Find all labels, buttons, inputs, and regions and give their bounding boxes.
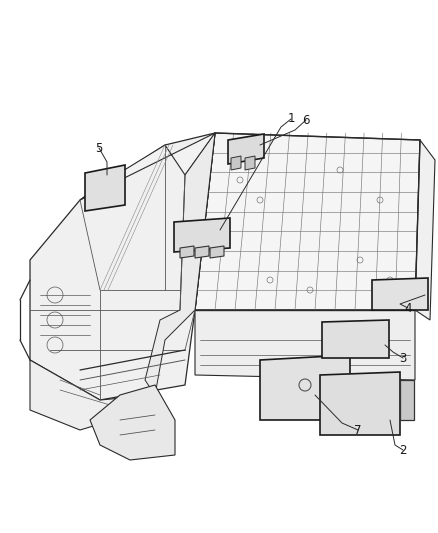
Text: 5: 5 <box>95 141 102 155</box>
Polygon shape <box>145 133 215 395</box>
Polygon shape <box>195 133 420 310</box>
Text: 4: 4 <box>404 302 412 314</box>
Polygon shape <box>210 246 224 258</box>
Polygon shape <box>400 380 414 420</box>
Polygon shape <box>174 218 230 252</box>
Polygon shape <box>195 246 209 258</box>
Text: 6: 6 <box>302 114 310 126</box>
Polygon shape <box>260 355 350 420</box>
Polygon shape <box>180 246 194 258</box>
Polygon shape <box>322 320 389 358</box>
Text: 3: 3 <box>399 351 407 365</box>
Polygon shape <box>30 360 155 430</box>
Polygon shape <box>90 385 175 460</box>
Text: 2: 2 <box>399 443 407 456</box>
Polygon shape <box>85 165 125 211</box>
Text: 1: 1 <box>287 112 295 125</box>
Text: 7: 7 <box>354 424 362 437</box>
Polygon shape <box>320 372 400 435</box>
Polygon shape <box>228 134 264 164</box>
Polygon shape <box>80 133 215 200</box>
Polygon shape <box>245 156 255 170</box>
Polygon shape <box>231 156 241 170</box>
Polygon shape <box>415 140 435 320</box>
Polygon shape <box>372 278 428 310</box>
Polygon shape <box>30 133 215 400</box>
Polygon shape <box>195 310 415 380</box>
